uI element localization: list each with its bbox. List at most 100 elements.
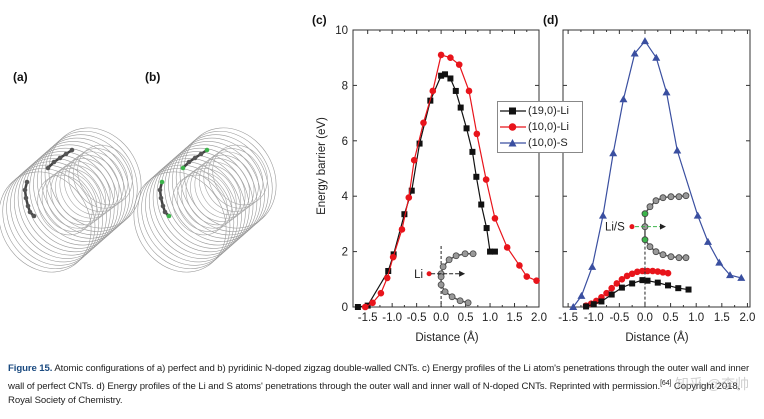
carbon-atom <box>682 254 690 262</box>
carbon-atom <box>439 263 447 271</box>
data-point-circle <box>383 274 391 282</box>
carbon-atom <box>652 197 660 205</box>
carbon-atom <box>45 165 51 171</box>
carbon-atom <box>437 273 445 281</box>
data-point-circle <box>429 87 437 95</box>
data-point-square <box>401 211 408 218</box>
carbon-atom <box>682 192 690 200</box>
carbon-atom <box>469 250 477 258</box>
data-point-circle <box>410 156 418 164</box>
y-tick-label: 10 <box>335 25 348 37</box>
data-point-circle <box>618 276 626 283</box>
data-point-square <box>452 87 459 94</box>
data-point-square <box>478 201 485 208</box>
panel-label-d: (d) <box>543 13 559 27</box>
carbon-atom <box>22 187 28 193</box>
carbon-atom <box>659 251 667 259</box>
arrow-head-icon <box>459 270 466 277</box>
caption-label: Figure 15. <box>8 363 53 374</box>
outer-wall-ring <box>44 130 138 232</box>
x-tick-label: 0.0 <box>637 312 653 324</box>
data-point-triangle <box>662 88 671 96</box>
panel-label-c: (c) <box>312 13 327 27</box>
x-axis-label-d: Distance (Å) <box>625 332 689 344</box>
x-tick-label: 1.5 <box>714 312 730 324</box>
data-point-triangle <box>693 211 702 219</box>
figure-caption: Figure 15. Atomic configurations of a) p… <box>8 362 758 409</box>
carbon-atom <box>441 288 449 296</box>
carbon-atom <box>23 195 29 201</box>
x-tick-label: -1.0 <box>584 312 604 324</box>
data-point-triangle <box>715 258 724 266</box>
legend-entry-10-0-s: (10,0)-S <box>498 135 582 150</box>
outer-wall-ring <box>179 130 273 232</box>
data-point-circle <box>613 280 621 287</box>
data-point-triangle <box>630 49 639 57</box>
data-point-square <box>487 248 494 255</box>
watermark: 知乎 @李帅 <box>675 376 750 392</box>
data-point-circle <box>455 61 463 68</box>
data-point-square <box>457 104 464 111</box>
data-point-triangle <box>726 271 735 279</box>
inner-wall-ring <box>181 168 237 229</box>
inner-wall-ring <box>212 144 268 206</box>
panel-label-b: (b) <box>145 70 161 84</box>
data-point-circle <box>377 289 385 297</box>
carbon-atom <box>646 203 654 211</box>
data-point-square <box>473 173 480 180</box>
data-point-circle <box>516 262 523 269</box>
plot-frame <box>352 29 540 308</box>
caption-text: Atomic configurations of a) perfect and … <box>8 363 750 392</box>
data-point-square <box>598 298 605 305</box>
y-tick-label: 0 <box>342 302 348 314</box>
outer-wall-ring <box>48 127 142 229</box>
carbon-atom <box>24 179 30 185</box>
carbon-atom <box>158 195 164 201</box>
nitrogen-atom <box>204 147 210 153</box>
x-axis-label-c: Distance (Å) <box>415 332 479 344</box>
outer-wall-ring <box>183 127 277 229</box>
data-point-circle <box>633 268 641 276</box>
data-point-triangle <box>609 149 618 157</box>
data-point-triangle <box>598 211 607 219</box>
arrow-head-icon <box>659 223 666 230</box>
li-s-atom <box>629 224 635 230</box>
carbon-atom <box>157 187 163 193</box>
data-point-square <box>483 225 490 232</box>
inner-wall-ring <box>190 161 246 222</box>
carbon-atom <box>646 243 654 251</box>
carbon-atom <box>456 297 464 305</box>
carbon-atom <box>25 203 31 209</box>
carbon-atom <box>160 203 166 209</box>
y-axis-label-c: Energy barrier (eV) <box>316 117 328 215</box>
data-point-square <box>675 285 682 292</box>
legend-square-marker-icon <box>500 107 526 114</box>
data-point-square <box>665 282 672 289</box>
nitrogen-atom <box>166 213 172 219</box>
chart-d: -1.5 -1.0 -0.5 0.0 0.5 1.0 1.5 2.0 Li/S <box>558 29 755 324</box>
data-point-square <box>608 291 615 298</box>
x-tick-label: -1.0 <box>382 312 402 324</box>
carbon-atom <box>452 252 460 260</box>
data-point-circle <box>361 303 369 311</box>
data-point-circle <box>437 51 445 59</box>
penetration-inset: Li <box>414 245 477 307</box>
data-point-triangle <box>652 53 661 61</box>
carbon-atom <box>461 250 469 258</box>
data-point-triangle <box>673 146 682 154</box>
inset-label-li: Li <box>414 269 423 281</box>
inner-wall-ring <box>46 168 102 229</box>
data-point-circle <box>533 277 540 284</box>
carbon-atom <box>667 193 675 201</box>
data-point-circle <box>503 244 511 251</box>
data-point-circle <box>491 215 499 222</box>
data-point-square <box>644 277 651 284</box>
data-point-circle <box>465 87 473 95</box>
chart-c: -1.5 -1.0 -0.5 0.0 0.5 1.0 1.5 2.0 0 2 4 6 8 10 Li <box>335 25 547 324</box>
penetration-inset: Li/S <box>605 192 690 307</box>
data-point-circle <box>405 194 413 201</box>
li-atom <box>426 271 432 277</box>
legend-entry-19-0-li: (19,0)-Li <box>498 103 582 118</box>
y-tick-label: 8 <box>342 80 348 92</box>
x-tick-label: -0.5 <box>407 312 427 324</box>
